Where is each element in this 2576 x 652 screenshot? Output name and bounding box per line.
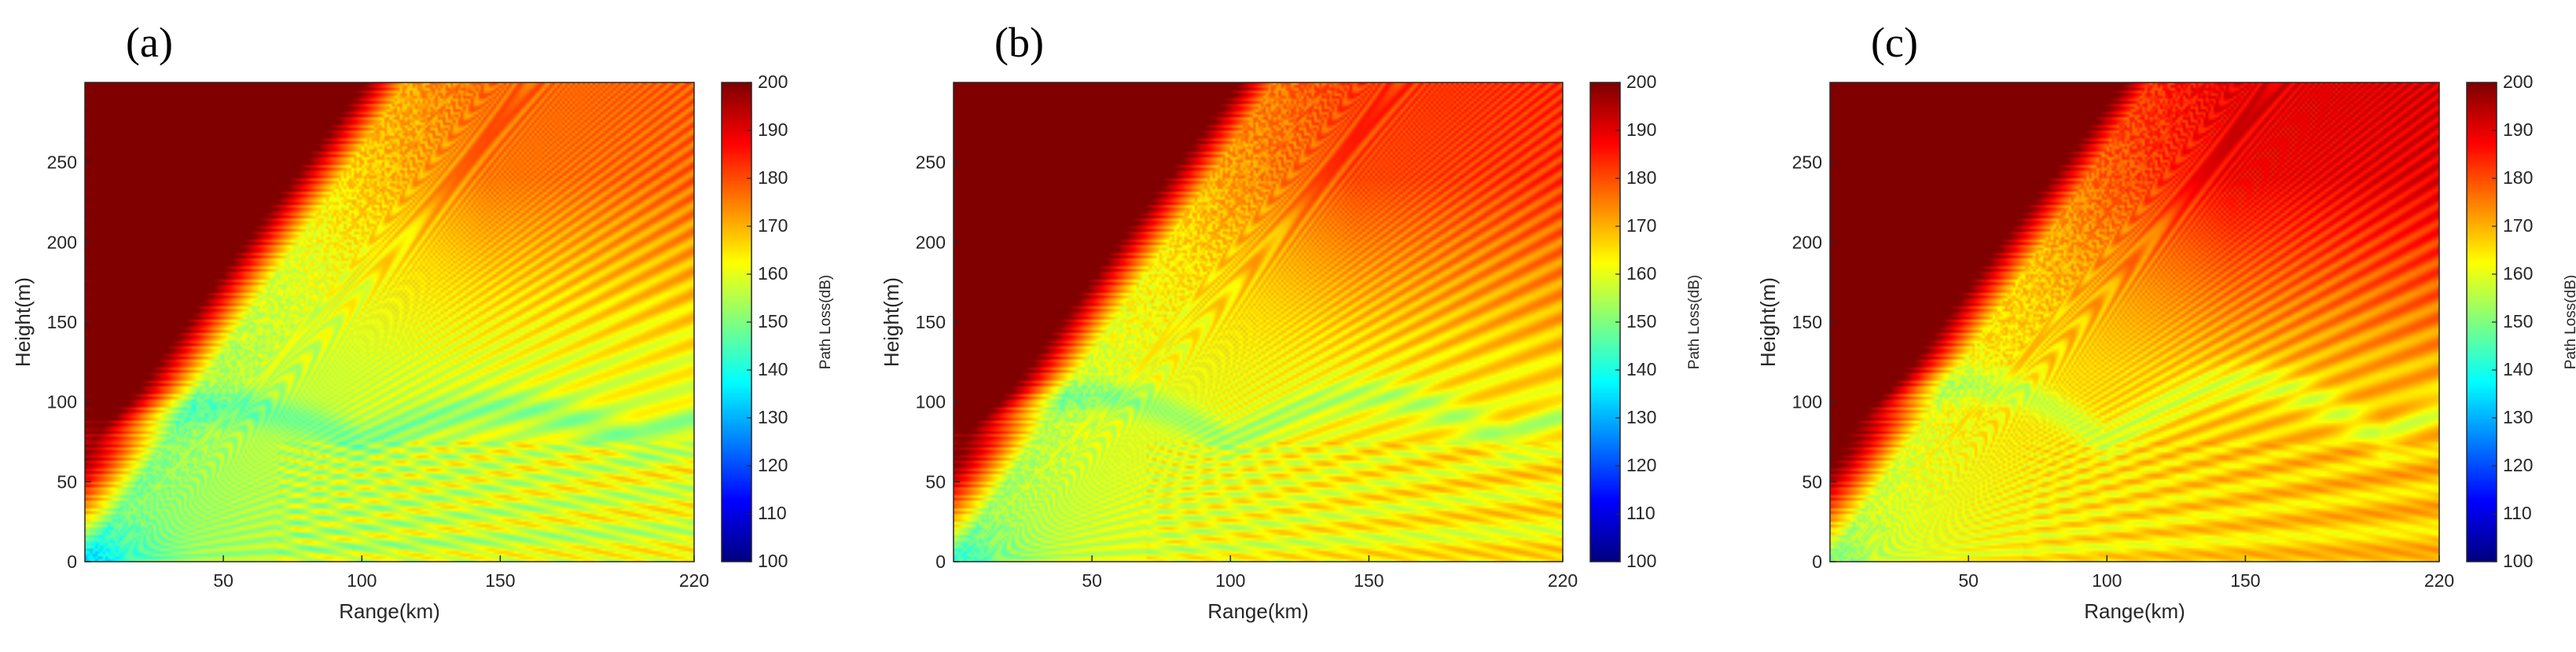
colorbar-tick-label: 110 (758, 503, 787, 523)
y-axis-label: Height(m) (11, 277, 35, 367)
y-tick-label: 100 (47, 392, 77, 412)
x-tick-label: 150 (1354, 570, 1384, 591)
colorbar-tick-label: 160 (1626, 263, 1656, 284)
colorbar-label: Path Loss(dB) (2563, 275, 2576, 369)
x-axis-label: Range(km) (339, 599, 440, 623)
colorbar-label: Path Loss(dB) (1686, 275, 1703, 369)
colorbar-tick-label: 190 (2503, 119, 2533, 140)
y-tick-label: 150 (916, 312, 946, 332)
x-tick-label: 220 (1548, 570, 1578, 591)
colorbar-tick-label: 200 (758, 71, 788, 92)
path-loss-heatmap (85, 82, 694, 562)
y-tick-label: 50 (57, 471, 77, 492)
y-tick-label: 200 (47, 232, 77, 252)
y-tick-label: 250 (47, 152, 77, 173)
y-tick-label: 150 (47, 312, 77, 332)
x-tick-label: 150 (2230, 570, 2260, 591)
y-tick-label: 50 (1802, 471, 1822, 492)
colorbar-tick-label: 180 (758, 167, 788, 188)
colorbar-tick-label: 140 (1626, 359, 1656, 379)
colorbar-tick-label: 200 (1626, 71, 1656, 92)
chart-panel-2: (b) 50 100 150 220 0 50 100 150 200 250 Range(km) He… (880, 19, 1703, 623)
colorbar-tick-label: 170 (1626, 215, 1656, 236)
colorbar-tick-label: 150 (1626, 311, 1656, 331)
y-tick-label: 200 (1792, 232, 1822, 252)
colorbar-tick-label: 190 (758, 119, 788, 140)
x-tick-label: 50 (213, 570, 233, 591)
colorbar-tick-label: 120 (758, 455, 788, 475)
y-tick-label: 50 (925, 471, 946, 492)
colorbar (2467, 82, 2497, 562)
y-tick-label: 250 (916, 152, 946, 173)
x-axis-label: Range(km) (1207, 599, 1309, 623)
x-tick-label: 100 (2092, 570, 2122, 591)
colorbar-tick-label: 200 (2503, 71, 2533, 92)
colorbar-tick-label: 180 (2503, 167, 2533, 188)
colorbar-tick-label: 110 (2503, 503, 2532, 523)
y-tick-label: 100 (916, 392, 946, 412)
colorbar-tick-label: 100 (758, 551, 788, 571)
y-axis-label: Height(m) (880, 277, 903, 367)
colorbar-tick-label: 140 (2503, 359, 2533, 379)
colorbar-tick-label: 170 (2503, 215, 2533, 236)
x-tick-label: 50 (1958, 570, 1979, 591)
x-tick-label: 150 (485, 570, 515, 591)
colorbar-tick-label: 130 (1626, 407, 1656, 427)
panel-label: (a) (126, 19, 173, 66)
x-tick-label: 100 (347, 570, 377, 591)
colorbar-tick-label: 160 (758, 263, 788, 284)
colorbar-label: Path Loss(dB) (818, 275, 834, 369)
panel-label: (b) (994, 19, 1044, 66)
colorbar-tick-label: 150 (758, 311, 788, 331)
colorbar-tick-label: 170 (758, 215, 788, 236)
path-loss-heatmap (1830, 82, 2439, 562)
x-tick-label: 50 (1082, 570, 1102, 591)
y-tick-label: 0 (67, 551, 77, 572)
colorbar-tick-label: 120 (2503, 455, 2533, 475)
y-tick-label: 250 (1792, 152, 1822, 173)
y-tick-label: 100 (1792, 392, 1822, 412)
colorbar-tick-label: 160 (2503, 263, 2533, 284)
panel-label: (c) (1871, 19, 1918, 66)
colorbar-tick-label: 180 (1626, 167, 1656, 188)
colorbar (722, 82, 751, 562)
path-loss-heatmap (954, 82, 1563, 562)
x-axis-label: Range(km) (2084, 599, 2185, 623)
colorbar-tick-label: 100 (1626, 551, 1656, 571)
colorbar-tick-label: 120 (1626, 455, 1656, 475)
colorbar-tick-label: 130 (758, 407, 788, 427)
colorbar-tick-label: 110 (1626, 503, 1655, 523)
x-tick-label: 220 (679, 570, 709, 591)
y-tick-label: 0 (935, 551, 946, 572)
y-tick-label: 200 (916, 232, 946, 252)
chart-panel-1: (a) 50 100 150 220 0 50 100 150 200 250 Range(km) He… (11, 19, 834, 623)
colorbar-tick-label: 190 (1626, 119, 1656, 140)
colorbar-tick-label: 130 (2503, 407, 2533, 427)
x-tick-label: 220 (2424, 570, 2454, 591)
y-tick-label: 150 (1792, 312, 1822, 332)
colorbar-tick-label: 150 (2503, 311, 2533, 331)
colorbar-tick-label: 100 (2503, 551, 2533, 571)
y-tick-label: 0 (1812, 551, 1822, 572)
y-axis-label: Height(m) (1756, 277, 1780, 367)
x-tick-label: 100 (1215, 570, 1245, 591)
colorbar-tick-label: 140 (758, 359, 788, 379)
chart-panel-3: (c) 50 100 150 220 0 50 100 150 200 250 Range(km) He… (1756, 19, 2576, 623)
colorbar (1590, 82, 1620, 562)
